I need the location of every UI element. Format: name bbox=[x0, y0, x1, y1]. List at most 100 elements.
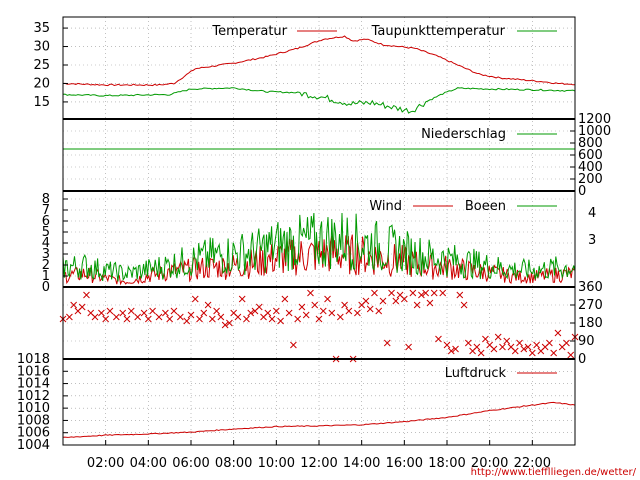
legend-label-0-1: Taupunkttemperatur bbox=[371, 24, 506, 39]
direction-point-93 bbox=[477, 349, 485, 357]
direction-point-21 bbox=[166, 315, 174, 323]
y-tick-label-3-4: 360 bbox=[578, 280, 603, 295]
direction-point-50 bbox=[294, 315, 302, 323]
direction-point-73 bbox=[392, 297, 400, 305]
y-tick-label-0-2: 25 bbox=[33, 58, 50, 73]
direction-point-38 bbox=[243, 315, 250, 323]
direction-point-96 bbox=[490, 345, 498, 353]
y-tick-label-1-6: 1200 bbox=[578, 112, 611, 127]
x-tick-label-6: 14:00 bbox=[343, 456, 380, 471]
series-line-0-0 bbox=[62, 35, 575, 87]
direction-point-92 bbox=[473, 343, 481, 351]
direction-point-69 bbox=[375, 307, 383, 315]
direction-point-9 bbox=[102, 315, 110, 323]
y-tick-label-1-2: 400 bbox=[578, 160, 603, 175]
y-right-tick-label-2-0: 3 bbox=[588, 233, 596, 248]
x-tick-label-1: 04:00 bbox=[130, 456, 167, 471]
x-tick-label-5: 12:00 bbox=[300, 456, 337, 471]
x-tick-label-9: 20:00 bbox=[471, 456, 508, 471]
direction-point-88 bbox=[456, 291, 464, 299]
direction-point-106 bbox=[533, 341, 540, 349]
direction-point-87 bbox=[452, 345, 459, 353]
y-tick-label-3-1: 90 bbox=[578, 334, 595, 349]
direction-point-78 bbox=[413, 301, 421, 309]
x-tick-label-3: 08:00 bbox=[215, 456, 252, 471]
y-tick-label-2-5: 5 bbox=[42, 225, 50, 240]
direction-point-46 bbox=[277, 317, 284, 325]
direction-point-114 bbox=[567, 351, 575, 359]
direction-point-4 bbox=[78, 303, 86, 311]
series-line-0-1 bbox=[62, 87, 576, 114]
direction-point-62 bbox=[345, 307, 353, 315]
y-tick-label-1-1: 200 bbox=[578, 172, 603, 187]
x-tick-label-0: 02:00 bbox=[87, 456, 124, 471]
direction-point-111 bbox=[554, 329, 562, 337]
direction-point-80 bbox=[422, 289, 430, 297]
direction-point-16 bbox=[140, 309, 148, 317]
direction-point-51 bbox=[298, 303, 306, 311]
direction-point-37 bbox=[238, 295, 246, 303]
direction-point-83 bbox=[435, 335, 442, 343]
direction-point-98 bbox=[499, 343, 506, 351]
y-tick-label-0-4: 35 bbox=[33, 21, 50, 36]
direction-point-101 bbox=[511, 347, 519, 355]
direction-point-102 bbox=[516, 339, 523, 347]
y-tick-label-2-6: 6 bbox=[42, 214, 50, 229]
direction-point-97 bbox=[494, 333, 502, 341]
direction-point-53 bbox=[307, 289, 314, 297]
direction-point-71 bbox=[383, 339, 391, 347]
y-tick-label-1-5: 1000 bbox=[578, 124, 611, 139]
direction-point-70 bbox=[379, 297, 387, 305]
direction-point-26 bbox=[191, 295, 199, 303]
series-line-2-1 bbox=[62, 212, 576, 282]
legend-label-2-1: Boeen bbox=[465, 199, 506, 214]
y-tick-label-4-5: 1014 bbox=[17, 377, 50, 392]
direction-point-7 bbox=[91, 313, 99, 321]
legend-label-0-0: Temperatur bbox=[211, 24, 287, 39]
direction-point-39 bbox=[247, 309, 255, 317]
direction-point-14 bbox=[127, 307, 135, 315]
direction-point-28 bbox=[200, 309, 208, 317]
x-tick-label-7: 16:00 bbox=[386, 456, 423, 471]
x-tick-label-8: 18:00 bbox=[428, 456, 465, 471]
direction-point-23 bbox=[176, 313, 184, 321]
y-tick-label-0-1: 20 bbox=[33, 76, 50, 91]
direction-point-76 bbox=[405, 343, 412, 351]
legend-label-1-0: Niederschlag bbox=[421, 127, 506, 142]
direction-point-12 bbox=[119, 309, 127, 317]
direction-point-79 bbox=[418, 291, 425, 299]
direction-point-86 bbox=[447, 347, 455, 355]
direction-point-8 bbox=[98, 309, 105, 317]
direction-point-34 bbox=[226, 319, 233, 327]
direction-point-90 bbox=[464, 339, 472, 347]
direction-point-54 bbox=[311, 301, 319, 309]
direction-point-84 bbox=[439, 289, 447, 297]
direction-point-55 bbox=[315, 315, 323, 323]
direction-point-56 bbox=[319, 307, 327, 315]
direction-point-68 bbox=[371, 289, 378, 297]
direction-point-43 bbox=[264, 309, 272, 317]
direction-point-5 bbox=[83, 291, 90, 299]
direction-point-27 bbox=[196, 315, 203, 323]
direction-point-13 bbox=[123, 315, 131, 323]
y-tick-label-2-1: 1 bbox=[42, 269, 50, 284]
x-tick-label-4: 10:00 bbox=[258, 456, 295, 471]
direction-point-15 bbox=[134, 313, 142, 321]
direction-point-36 bbox=[234, 313, 242, 321]
y-tick-label-2-3: 3 bbox=[42, 247, 50, 262]
y-tick-label-4-7: 1018 bbox=[17, 352, 50, 367]
direction-point-52 bbox=[302, 311, 310, 319]
series-line-2-0 bbox=[62, 234, 576, 286]
direction-point-1 bbox=[66, 313, 73, 321]
direction-point-41 bbox=[255, 303, 263, 311]
direction-point-20 bbox=[162, 309, 169, 317]
direction-point-10 bbox=[106, 307, 114, 315]
direction-point-30 bbox=[208, 315, 216, 323]
y-tick-label-2-7: 7 bbox=[42, 203, 50, 218]
direction-point-29 bbox=[204, 301, 212, 309]
y-tick-label-0-0: 15 bbox=[33, 95, 50, 110]
direction-point-67 bbox=[366, 305, 374, 313]
direction-point-24 bbox=[183, 317, 191, 325]
x-tick-label-2: 06:00 bbox=[172, 456, 209, 471]
